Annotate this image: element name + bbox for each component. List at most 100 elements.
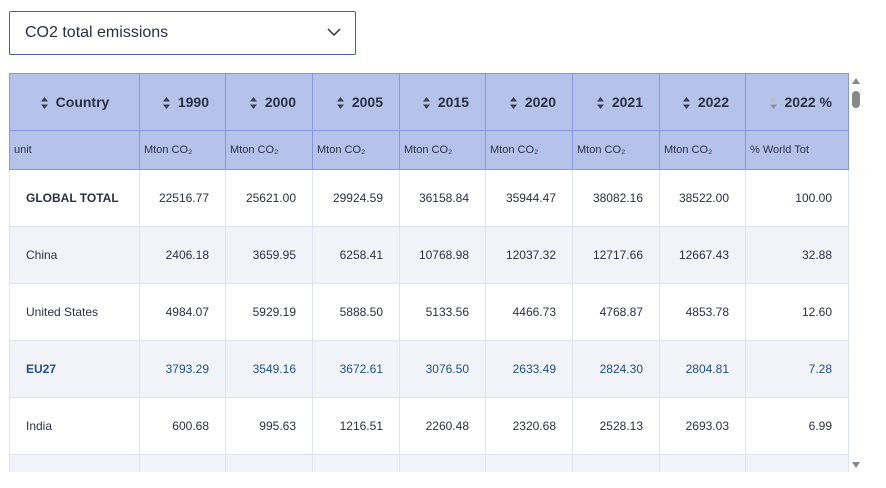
table-row: GLOBAL TOTAL 22516.77 25621.00 29924.59 3615… bbox=[9, 169, 849, 227]
unit-cell: Mton CO₂ bbox=[572, 130, 660, 170]
value-cell: 25621.00 bbox=[225, 169, 313, 227]
sort-icon bbox=[249, 97, 257, 110]
value-cell: 5888.50 bbox=[312, 283, 400, 341]
table-row: United States 4984.07 5929.19 5888.50 5133.5… bbox=[9, 283, 849, 341]
table-body: GLOBAL TOTAL 22516.77 25621.00 29924.59 3615… bbox=[9, 169, 849, 472]
value-cell: 2406.18 bbox=[139, 226, 226, 284]
value-cell: 3549.16 bbox=[225, 340, 313, 398]
column-title: 2022 bbox=[697, 93, 729, 110]
value-cell: 35944.47 bbox=[485, 169, 573, 227]
value-cell: 6.99 bbox=[745, 397, 849, 455]
value-cell: 3076.50 bbox=[399, 340, 486, 398]
column-header[interactable]: 2020 bbox=[485, 73, 573, 131]
column-title: Country bbox=[55, 93, 110, 110]
value-cell: 12037.32 bbox=[485, 226, 573, 284]
value-cell: 4984.07 bbox=[139, 283, 226, 341]
sort-icon bbox=[40, 97, 48, 110]
value-cell: 4768.87 bbox=[572, 283, 660, 341]
sort-icon bbox=[682, 97, 690, 110]
value-cell: 7.28 bbox=[745, 340, 849, 398]
column-title: 2005 bbox=[351, 93, 383, 110]
column-title: 1990 bbox=[177, 93, 209, 110]
header-row: Country 1990 2000 2005 2015 2020 2021 2022 2022 … bbox=[9, 73, 849, 131]
sort-icon bbox=[422, 97, 430, 110]
value-cell: 2260.48 bbox=[399, 397, 486, 455]
table-row: China 2406.18 3659.95 6258.41 10768.98 12037.… bbox=[9, 226, 849, 284]
column-header[interactable]: 2005 bbox=[312, 73, 400, 131]
value-cell: 12667.43 bbox=[659, 226, 746, 284]
value-cell: 6258.41 bbox=[312, 226, 400, 284]
value-cell: 12717.66 bbox=[572, 226, 660, 284]
dropdown[interactable]: CO2 total emissions bbox=[9, 11, 356, 55]
sort-icon bbox=[769, 97, 777, 110]
country-cell: EU27 bbox=[9, 340, 140, 398]
table-row: EU27 3793.29 3549.16 3672.61 3076.50 2633.49 2… bbox=[9, 340, 849, 398]
column-header[interactable]: 2022 bbox=[659, 73, 746, 131]
empty-cell bbox=[139, 454, 226, 472]
column-header[interactable]: 2021 bbox=[572, 73, 660, 131]
value-cell: 2804.81 bbox=[659, 340, 746, 398]
value-cell: 38522.00 bbox=[659, 169, 746, 227]
value-cell: 2633.49 bbox=[485, 340, 573, 398]
chevron bbox=[327, 28, 341, 37]
sort-icon bbox=[596, 97, 604, 110]
value-cell: 2320.68 bbox=[485, 397, 573, 455]
unit-row: unit Mton CO₂ Mton CO₂ Mton CO₂ Mton CO₂ Mton… bbox=[9, 130, 849, 170]
value-cell: 2693.03 bbox=[659, 397, 746, 455]
dropdown-label: CO2 total emissions bbox=[25, 24, 169, 41]
value-cell: 38082.16 bbox=[572, 169, 660, 227]
country-cell: China bbox=[9, 226, 140, 284]
value-cell: 29924.59 bbox=[312, 169, 400, 227]
country-cell: GLOBAL TOTAL bbox=[9, 169, 140, 227]
empty-cell bbox=[745, 454, 849, 472]
table-container: Country 1990 2000 2005 2015 2020 2021 2022 2022 … bbox=[9, 73, 849, 472]
column-header[interactable]: 1990 bbox=[139, 73, 226, 131]
column-header[interactable]: 2015 bbox=[399, 73, 486, 131]
column-title: 2015 bbox=[437, 93, 469, 110]
column-header[interactable]: 2000 bbox=[225, 73, 313, 131]
empty-cell bbox=[399, 454, 486, 472]
value-cell: 995.63 bbox=[225, 397, 313, 455]
column-title: 2021 bbox=[611, 93, 643, 110]
column-header[interactable]: 2022 % bbox=[745, 73, 849, 131]
unit-cell: unit bbox=[9, 130, 140, 170]
sort-icon bbox=[162, 97, 170, 110]
unit-cell: Mton CO₂ bbox=[139, 130, 226, 170]
country-cell: India bbox=[9, 397, 140, 455]
scrollbar[interactable] bbox=[849, 73, 865, 473]
column-header[interactable]: Country bbox=[9, 73, 140, 131]
country-cell: United States bbox=[9, 283, 140, 341]
value-cell: 36158.84 bbox=[399, 169, 486, 227]
value-cell: 3659.95 bbox=[225, 226, 313, 284]
empty-cell bbox=[225, 454, 313, 472]
value-cell: 4853.78 bbox=[659, 283, 746, 341]
table-row: India 600.68 995.63 1216.51 2260.48 2320.68 25… bbox=[9, 397, 849, 455]
value-cell: 4466.73 bbox=[485, 283, 573, 341]
table-row bbox=[9, 454, 849, 472]
sort-icon bbox=[336, 97, 344, 110]
column-title: 2020 bbox=[524, 93, 556, 110]
value-cell: 100.00 bbox=[745, 169, 849, 227]
unit-cell: Mton CO₂ bbox=[659, 130, 746, 170]
value-cell: 5929.19 bbox=[225, 283, 313, 341]
value-cell: 22516.77 bbox=[139, 169, 226, 227]
value-cell: 2824.30 bbox=[572, 340, 660, 398]
table: Country 1990 2000 2005 2015 2020 2021 2022 2022 … bbox=[9, 73, 849, 472]
unit-cell: Mton CO₂ bbox=[399, 130, 486, 170]
value-cell: 12.60 bbox=[745, 283, 849, 341]
value-cell: 2528.13 bbox=[572, 397, 660, 455]
empty-cell bbox=[9, 454, 140, 472]
value-cell: 3672.61 bbox=[312, 340, 400, 398]
column-title: 2022 % bbox=[784, 93, 832, 110]
column-title: 2000 bbox=[264, 93, 296, 110]
value-cell: 600.68 bbox=[139, 397, 226, 455]
sort-icon bbox=[509, 97, 517, 110]
empty-cell bbox=[572, 454, 660, 472]
empty-cell bbox=[312, 454, 400, 472]
unit-cell: Mton CO₂ bbox=[312, 130, 400, 170]
value-cell: 1216.51 bbox=[312, 397, 400, 455]
value-cell: 10768.98 bbox=[399, 226, 486, 284]
empty-cell bbox=[485, 454, 573, 472]
value-cell: 5133.56 bbox=[399, 283, 486, 341]
